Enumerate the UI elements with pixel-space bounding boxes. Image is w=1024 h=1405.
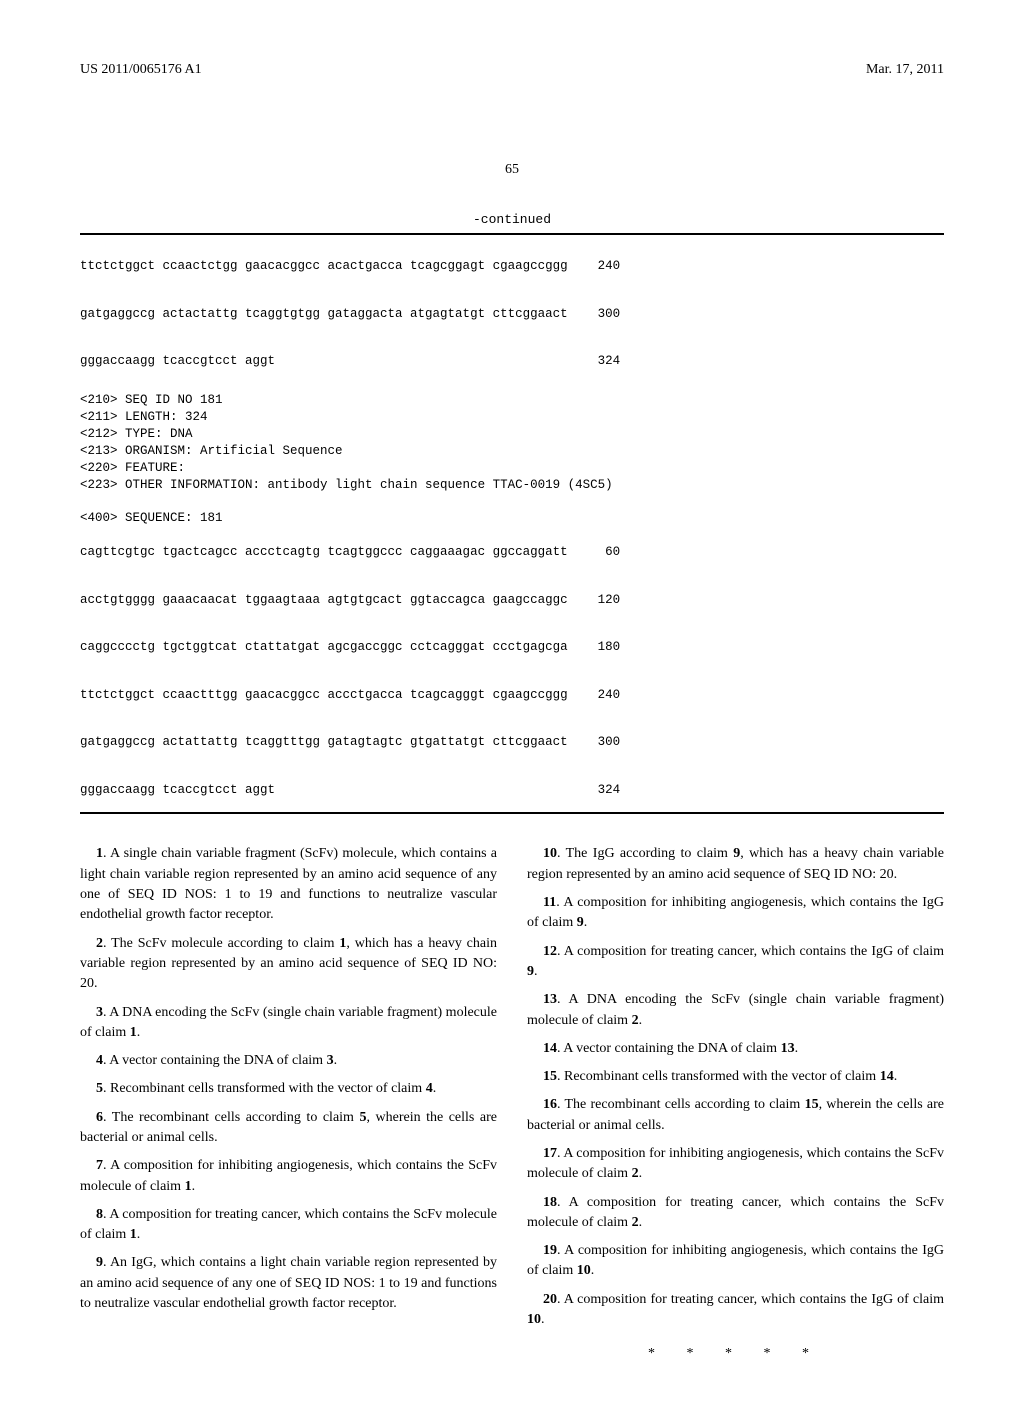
claim-5: 5. Recombinant cells transformed with th…	[80, 1079, 497, 1099]
claim-text: . The recombinant cells according to cla…	[80, 1110, 497, 1145]
claim-number: 4	[96, 1053, 103, 1068]
claim-text: . The ScFv molecule according to claim 1…	[80, 936, 497, 992]
claim-text: . A composition for treating cancer, whi…	[80, 1207, 497, 1242]
sequence-bottom-rule	[80, 812, 944, 814]
claims-columns: 1. A single chain variable fragment (ScF…	[80, 844, 944, 1364]
claim-12: 12. A composition for treating cancer, w…	[527, 942, 944, 983]
claim-text: . A vector containing the DNA of claim 1…	[557, 1041, 798, 1056]
claim-text: . An IgG, which contains a light chain v…	[80, 1255, 497, 1311]
claim-number: 2	[96, 936, 103, 951]
sequence-block-1: ttctctggct ccaactctgg gaacacggcc acactga…	[80, 255, 944, 374]
claim-number: 13	[543, 992, 557, 1007]
claim-text: . A composition for inhibiting angiogene…	[80, 1158, 497, 1193]
claim-9: 9. An IgG, which contains a light chain …	[80, 1253, 497, 1314]
claim-20: 20. A composition for treating cancer, w…	[527, 1290, 944, 1331]
claim-text: . A composition for inhibiting angiogene…	[527, 895, 944, 930]
claim-number: 14	[543, 1041, 557, 1056]
claim-text: . Recombinant cells transformed with the…	[557, 1069, 897, 1084]
claim-text: . A composition for treating cancer, whi…	[527, 944, 944, 979]
end-stars: * * * * *	[527, 1344, 944, 1364]
claim-13: 13. A DNA encoding the ScFv (single chai…	[527, 990, 944, 1031]
claim-number: 17	[543, 1146, 557, 1161]
publication-number: US 2011/0065176 A1	[80, 60, 202, 80]
claim-15: 15. Recombinant cells transformed with t…	[527, 1067, 944, 1087]
claim-number: 7	[96, 1158, 103, 1173]
claim-number: 11	[543, 895, 556, 910]
claim-number: 9	[96, 1255, 103, 1270]
claim-text: . A composition for treating cancer, whi…	[527, 1292, 944, 1327]
claim-number: 3	[96, 1005, 103, 1020]
claim-10: 10. The IgG according to claim 9, which …	[527, 844, 944, 885]
claim-number: 8	[96, 1207, 103, 1222]
claims-left-column: 1. A single chain variable fragment (ScF…	[80, 844, 497, 1364]
claim-number: 10	[543, 846, 557, 861]
claim-text: . A DNA encoding the ScFv (single chain …	[527, 992, 944, 1027]
claim-number: 19	[543, 1243, 557, 1258]
claim-16: 16. The recombinant cells according to c…	[527, 1095, 944, 1136]
claim-number: 20	[543, 1292, 557, 1307]
claim-number: 1	[96, 846, 103, 861]
claim-4: 4. A vector containing the DNA of claim …	[80, 1051, 497, 1071]
page-header: US 2011/0065176 A1 Mar. 17, 2011	[80, 60, 944, 80]
publication-date: Mar. 17, 2011	[866, 60, 944, 80]
continued-label: -continued	[80, 211, 944, 230]
claim-number: 16	[543, 1097, 557, 1112]
claim-1: 1. A single chain variable fragment (ScF…	[80, 844, 497, 925]
claim-text: . Recombinant cells transformed with the…	[103, 1081, 436, 1096]
claim-number: 5	[96, 1081, 103, 1096]
claim-19: 19. A composition for inhibiting angioge…	[527, 1241, 944, 1282]
claim-text: . A vector containing the DNA of claim 3…	[103, 1053, 337, 1068]
sequence-header: <210> SEQ ID NO 181 <211> LENGTH: 324 <2…	[80, 392, 944, 527]
claim-number: 6	[96, 1110, 103, 1125]
claim-14: 14. A vector containing the DNA of claim…	[527, 1039, 944, 1059]
page-number: 65	[80, 160, 944, 180]
claim-number: 12	[543, 944, 557, 959]
claim-text: . The IgG according to claim 9, which ha…	[527, 846, 944, 881]
claim-text: . A composition for inhibiting angiogene…	[527, 1146, 944, 1181]
claim-text: . A composition for treating cancer, whi…	[527, 1195, 944, 1230]
claim-number: 15	[543, 1069, 557, 1084]
claim-text: . The recombinant cells according to cla…	[527, 1097, 944, 1132]
claim-text: . A composition for inhibiting angiogene…	[527, 1243, 944, 1278]
sequence-top-rule	[80, 233, 944, 235]
claim-3: 3. A DNA encoding the ScFv (single chain…	[80, 1003, 497, 1044]
claim-number: 18	[543, 1195, 557, 1210]
claim-6: 6. The recombinant cells according to cl…	[80, 1108, 497, 1149]
claim-18: 18. A composition for treating cancer, w…	[527, 1193, 944, 1234]
claim-8: 8. A composition for treating cancer, wh…	[80, 1205, 497, 1246]
claim-text: . A DNA encoding the ScFv (single chain …	[80, 1005, 497, 1040]
claims-right-column: 10. The IgG according to claim 9, which …	[527, 844, 944, 1364]
claim-7: 7. A composition for inhibiting angiogen…	[80, 1156, 497, 1197]
claim-text: . A single chain variable fragment (ScFv…	[80, 846, 497, 922]
sequence-block-2: cagttcgtgc tgactcagcc accctcagtg tcagtgg…	[80, 541, 944, 802]
claim-2: 2. The ScFv molecule according to claim …	[80, 934, 497, 995]
claim-11: 11. A composition for inhibiting angioge…	[527, 893, 944, 934]
claim-17: 17. A composition for inhibiting angioge…	[527, 1144, 944, 1185]
